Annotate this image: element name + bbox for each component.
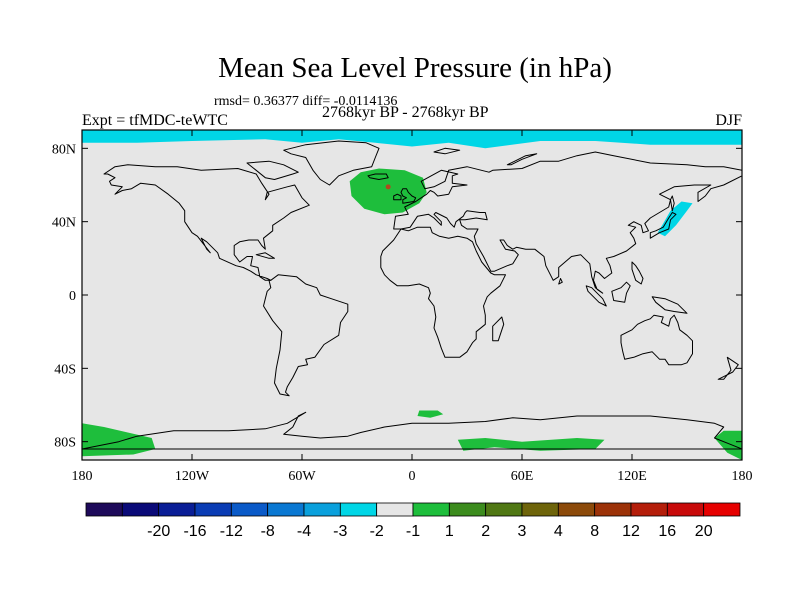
colorbar-label: -2 [370,523,384,540]
experiment-label: Expt = tfMDC-teWTC [82,112,228,129]
colorbar-swatch [521,502,559,517]
north-atlantic-peak [385,184,391,190]
x-tick-label: 60W [288,469,316,484]
colorbar-swatch [339,502,378,517]
colorbar-label: -20 [147,523,170,540]
colorbar-label: 20 [695,523,713,540]
coastline-new-zealand [717,356,739,380]
coastline-madagascar [492,316,505,342]
colorbar-label: 1 [445,523,454,540]
coastline-iceland [367,173,389,180]
coastline-africa [380,226,506,358]
colorbar-swatch [303,502,341,517]
colorbar-swatch [485,502,523,517]
colorbar-swatch [267,502,305,517]
y-tick-label: 0 [69,289,76,304]
y-tick-label: 40N [52,216,76,231]
y-tick-label: 80N [52,142,76,157]
x-tick-label: 120E [617,469,647,484]
coastline-philippines [631,261,644,285]
coastline-ireland [393,193,402,201]
colorbar-swatch [448,502,487,517]
coastline-new-guinea [651,296,688,314]
colorbar-label: 16 [658,523,676,540]
coastlines [82,140,742,450]
x-tick-label: 0 [409,469,416,484]
colorbar-label: -12 [220,523,243,540]
period-label: 2768kyr BP - 2768kyr BP [322,104,489,121]
colorbar-swatch [557,502,596,517]
antarctic-positive-anomaly-central [457,438,605,451]
colorbar-label: -4 [297,523,311,540]
japan-negative-anomaly [657,201,693,237]
x-tick-label: 120W [175,469,210,484]
colorbar-swatch [121,502,160,517]
coastline-sumatra [585,285,607,307]
colorbar-label: 2 [481,523,490,540]
colorbar-swatch [85,502,123,517]
y-tick-label: 80S [54,436,76,451]
colorbar-swatch [594,502,632,517]
coastline-sakhalin [670,195,675,212]
coastline-south-america [263,274,349,397]
coastline-cuba [255,252,275,259]
coastline-japan [649,212,677,239]
colorbar-label: 4 [554,523,563,540]
colorbar-label: 3 [518,523,527,540]
colorbar: -20 -16 -12 -8 -4 -3 -2 -1 1 2 3 4 8 12 16 20 [85,502,741,540]
colorbar-swatch [412,502,450,517]
colorbar-swatch [630,502,668,517]
coastline-eurasia [393,151,742,294]
plot-title: Mean Sea Level Pressure (in hPa) [218,52,612,84]
longitude-axis: 180 120W 60W 0 60E 120E 180 [72,130,753,484]
coastline-great-britain [400,188,417,204]
y-tick-label: 40S [54,362,76,377]
colorbar-swatch [666,502,705,517]
coastline-borneo [611,281,631,303]
coastline-north-america [103,164,310,281]
marker-layer [385,184,391,190]
colorbar-swatch [158,502,196,517]
x-tick-label: 60E [511,469,534,484]
colorbar-label: -16 [183,523,206,540]
antarctic-positive-anomaly-east [714,430,742,460]
coastline-australia [620,314,693,366]
colorbar-label: -3 [333,523,347,540]
season-label: DJF [715,112,742,129]
colorbar-swatch [230,502,269,517]
southern-ocean-positive-anomaly [417,410,444,418]
colorbar-swatch [703,502,741,517]
coastline-svalbard [433,147,461,155]
coastline-baffin-island [246,160,299,180]
colorbar-label: 8 [590,523,599,540]
coastline-greenland [283,140,380,186]
arctic-negative-anomaly [82,130,742,149]
coastline-antarctica [82,411,742,450]
colorbar-swatch [194,502,232,517]
latitude-axis: 80N 40N 0 40S 80S [52,142,742,451]
x-tick-label: 180 [72,469,93,484]
colorbar-swatch [376,502,414,517]
coastline-novaya-zemlya [506,153,538,166]
rmsd-diff-stats: rmsd= 0.36377 diff= -0.0114136 [214,94,398,109]
coastline-sri-lanka [558,278,563,285]
colorbar-label: -8 [261,523,275,540]
colorbar-label: -1 [406,523,420,540]
x-tick-label: 180 [732,469,753,484]
colorbar-label: 12 [622,523,640,540]
